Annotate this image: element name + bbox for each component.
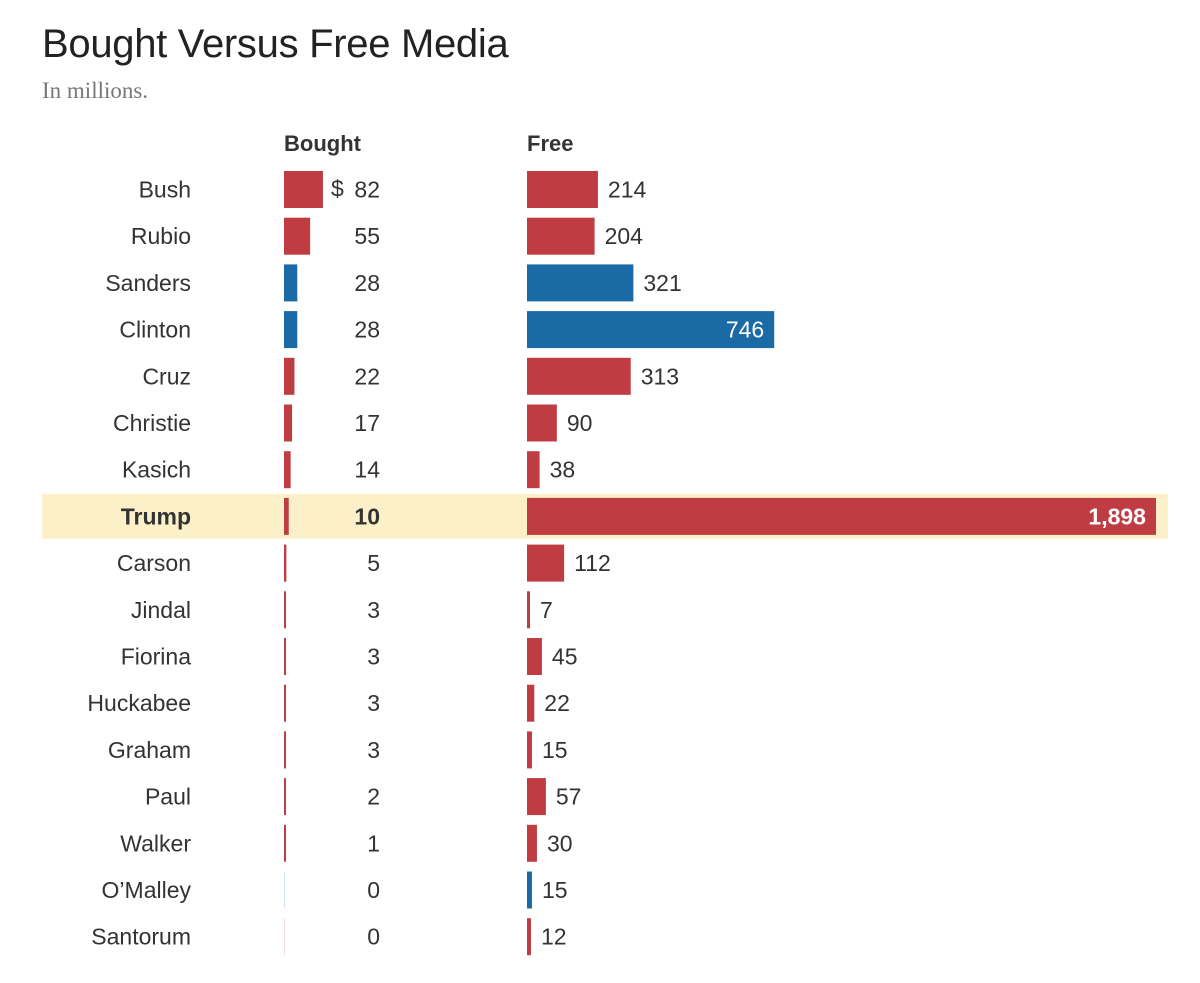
bought-bar [284,497,289,535]
candidate-label: Cruz [142,363,191,389]
bought-bar [284,638,286,675]
candidate-label: Huckabee [87,690,191,716]
bought-bar [284,544,287,582]
free-bar [527,684,535,722]
free-bar [527,451,540,489]
free-bar [527,871,532,909]
bought-bar [284,591,286,629]
candidate-label: Bush [139,177,191,203]
bought-value-label: 28 [354,317,380,343]
candidate-label: Clinton [119,317,191,343]
free-bar [527,824,537,862]
bought-bar [284,404,293,442]
bought-bar [284,731,286,769]
free-bar [527,918,531,956]
candidate-label: Graham [108,737,191,763]
free-value-label: 15 [542,877,568,903]
free-value-label: 321 [643,270,681,296]
free-value-label: 12 [541,924,567,950]
bought-value-label: 3 [367,597,380,623]
bought-value-label: 55 [354,223,380,249]
free-value-label: 214 [608,177,647,203]
candidate-label: Rubio [131,223,191,249]
free-value-label: 30 [547,830,573,856]
bought-value-label: 82 [354,177,380,203]
free-value-label: 204 [605,223,644,249]
bought-column-header: Bought [284,131,361,156]
free-value-label: 746 [726,317,764,343]
free-value-label: 22 [544,690,570,716]
bought-bar [284,451,291,489]
candidate-label: O’Malley [102,877,192,903]
candidate-label: Trump [121,503,191,529]
free-value-label: 15 [542,737,568,763]
candidate-label: Carson [117,550,191,576]
free-column-header: Free [527,131,574,156]
candidate-label: Walker [120,830,191,856]
candidate-label: Kasich [122,457,191,483]
bought-bar [284,217,311,255]
currency-label: $ [331,176,344,202]
bought-value-label: 5 [367,550,380,576]
bought-value-label: 0 [367,877,380,903]
chart-title: Bought Versus Free Media [42,22,509,66]
bought-value-label: 1 [367,830,380,856]
free-bar [527,171,598,208]
free-bar [527,638,542,675]
free-bar [527,264,634,302]
bought-value-label: 22 [354,363,380,389]
candidate-label: Paul [145,784,191,810]
bought-bar [284,264,298,302]
bought-value-label: 3 [367,737,380,763]
free-bar [527,731,532,769]
free-value-label: 90 [567,410,593,436]
free-bar [527,591,530,629]
free-bar [527,778,546,816]
bought-value-label: 3 [367,690,380,716]
free-value-label: 313 [641,363,679,389]
bought-bar [284,311,298,349]
free-bar [527,544,565,582]
free-bar [527,311,775,349]
bought-bar [284,824,286,862]
free-value-label: 112 [574,550,611,576]
free-value-label: 38 [550,457,576,483]
bought-value-label: 2 [367,784,380,810]
chart-subtitle: In millions. [42,78,149,103]
candidate-label: Fiorina [121,644,192,670]
bought-bar [284,684,286,722]
free-bar [527,357,631,395]
free-value-label: 1,898 [1088,503,1146,529]
bought-bar [284,357,295,395]
free-bar [527,497,1156,535]
bought-value-label: 28 [354,270,380,296]
bought-value-label: 3 [367,644,380,670]
bought-bar [284,171,323,208]
bought-value-label: 10 [354,503,380,529]
candidate-label: Santorum [91,924,191,950]
free-value-label: 45 [552,644,578,670]
free-bar [527,404,557,442]
bought-bar [284,778,286,816]
bought-value-label: 0 [367,924,380,950]
candidate-label: Christie [113,410,191,436]
free-value-label: 7 [540,597,553,623]
bought-value-label: 17 [354,410,380,436]
free-value-label: 57 [556,784,582,810]
free-bar [527,217,595,255]
bought-value-label: 14 [354,457,380,483]
candidate-label: Sanders [105,270,191,296]
candidate-label: Jindal [131,597,191,623]
